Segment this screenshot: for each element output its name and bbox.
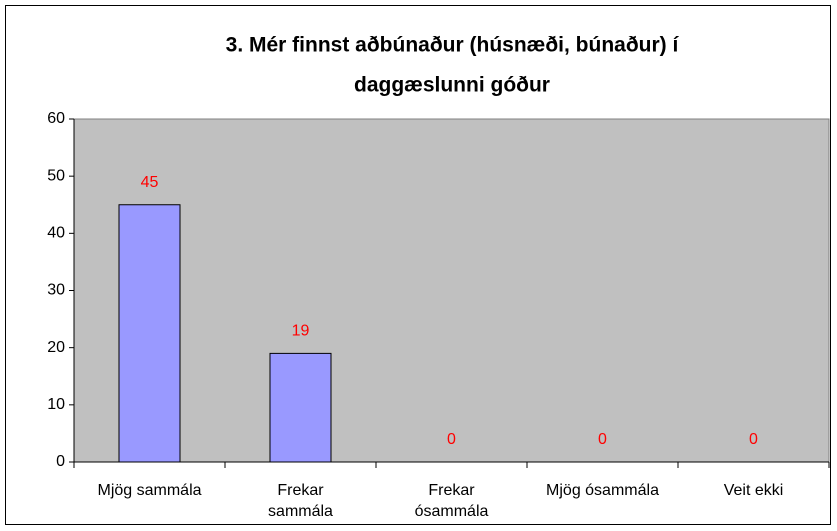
y-tick-label: 40 xyxy=(47,225,65,242)
x-tick-label: Frekar ósammála xyxy=(414,482,489,520)
bar xyxy=(269,352,332,463)
value-label: 0 xyxy=(598,431,607,448)
value-label: 45 xyxy=(141,174,159,191)
x-tick-label: Mjög sammála xyxy=(97,482,202,499)
y-tick-label: 50 xyxy=(47,167,65,184)
y-tick-label: 30 xyxy=(47,282,65,299)
x-tick-label: Frekar sammála xyxy=(268,482,333,520)
y-tick-label: 10 xyxy=(47,396,65,413)
y-tick-label: 60 xyxy=(47,110,65,127)
y-tick-label: 20 xyxy=(47,339,65,356)
plot-area xyxy=(73,118,830,463)
value-label: 19 xyxy=(292,323,310,340)
chart-title: daggæslunni góður xyxy=(354,74,550,97)
x-tick-label: Mjög ósammála xyxy=(546,482,659,499)
value-label: 0 xyxy=(447,431,456,448)
bar xyxy=(118,204,181,463)
x-tick-label: Veit ekki xyxy=(723,482,784,499)
value-label: 0 xyxy=(749,431,758,448)
chart-title: 3. Mér finnst aðbúnaður (húsnæði, búnaðu… xyxy=(226,34,680,57)
y-tick-label: 0 xyxy=(56,453,65,470)
